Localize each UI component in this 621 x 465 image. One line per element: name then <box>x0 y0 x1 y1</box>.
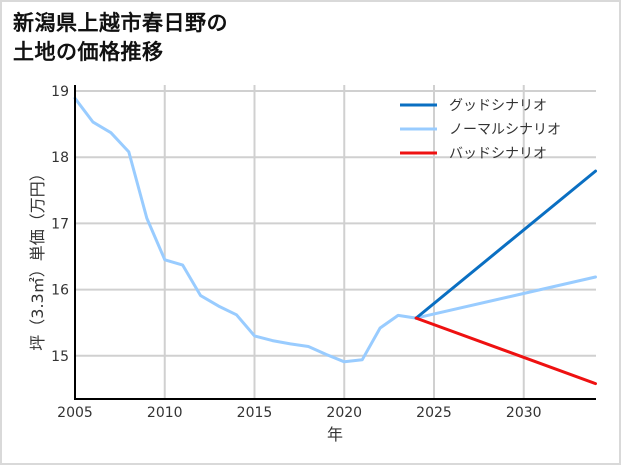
grid-lines <box>75 85 596 399</box>
tick-labels: 2005 2010 2015 2020 2025 2030 15 16 17 18 19 <box>51 84 541 421</box>
chart-title: 新潟県上越市春日野の 土地の価格推移 <box>13 11 228 64</box>
y-axis-label: 坪（3.3㎡）単価（万円） <box>28 165 47 350</box>
x-tick-label: 2020 <box>326 405 362 421</box>
series-lines <box>73 96 597 386</box>
legend-label: バッドシナリオ <box>449 146 547 162</box>
legend-label: グッドシナリオ <box>449 98 547 114</box>
y-tick-label: 17 <box>51 216 69 232</box>
x-tick-label: 2030 <box>506 405 542 421</box>
series-line <box>414 169 597 320</box>
x-tick-label: 2005 <box>57 405 93 421</box>
y-tick-label: 16 <box>51 283 69 299</box>
x-tick-label: 2010 <box>147 405 183 421</box>
y-tick-label: 15 <box>51 349 69 365</box>
y-tick-label: 18 <box>51 150 69 166</box>
legend-label: ノーマルシナリオ <box>449 122 561 138</box>
series-line <box>73 96 597 364</box>
y-tick-label: 19 <box>51 84 69 100</box>
axes <box>74 85 596 400</box>
x-tick-label: 2025 <box>416 405 452 421</box>
x-tick-label: 2015 <box>237 405 273 421</box>
x-axis-label: 年 <box>327 425 343 444</box>
series-line <box>414 316 597 386</box>
